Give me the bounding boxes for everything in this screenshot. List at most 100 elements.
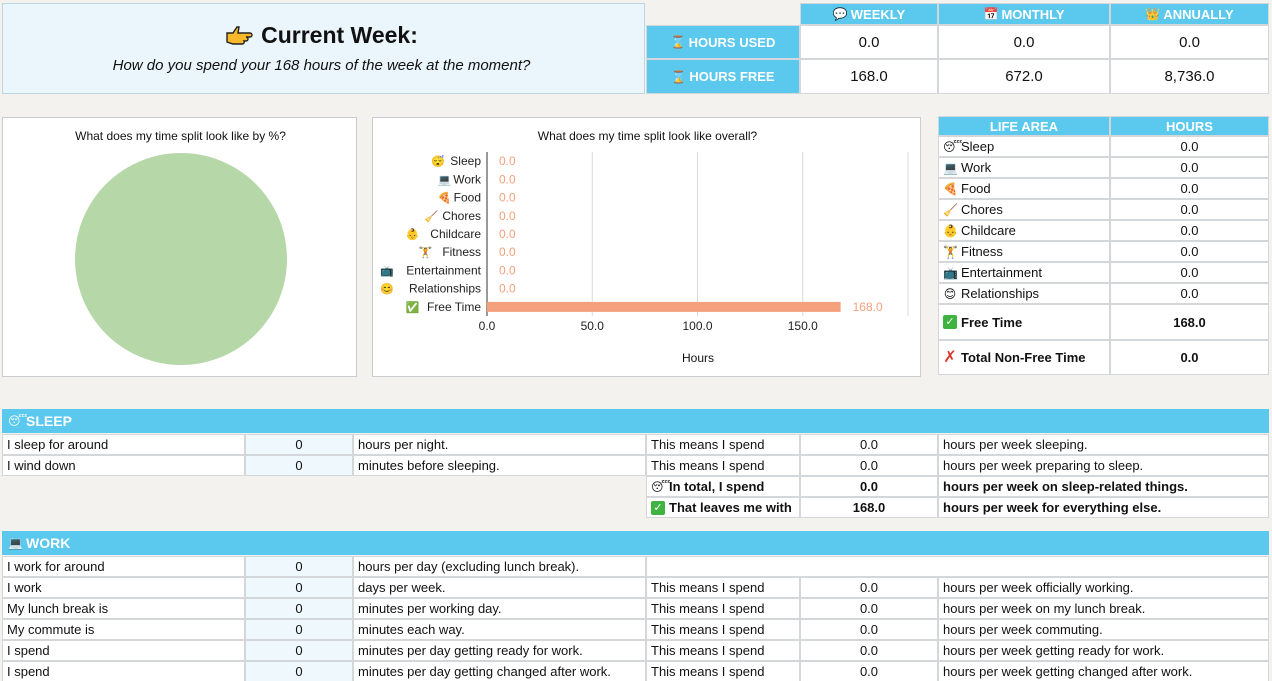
- life-area-row-work: 💻 Work: [938, 157, 1110, 178]
- bar-chart: 0.0 50.0 100.0 150.0 Sleep 😴 0.0 Work💻 0.0 Food🍕 0…: [380, 152, 909, 333]
- row-unit: minutes each way.: [353, 619, 646, 640]
- life-area-row-food: 🍕 Food: [938, 178, 1110, 199]
- row-value: 0.0: [800, 577, 938, 598]
- calendar-icon: 📅: [983, 7, 999, 21]
- table-row: I spend 0 minutes per day getting ready fo…: [0, 640, 1272, 661]
- baby-icon: 👶: [943, 223, 958, 238]
- page-title: Current Week:: [0, 22, 643, 51]
- row-unit: hours per night.: [353, 434, 646, 455]
- row-input[interactable]: 0: [245, 434, 353, 455]
- row-means: This means I spend: [646, 434, 800, 455]
- category-icon: 😴: [431, 155, 445, 168]
- sleep-leaves-row: ✓ That leaves me with 168.0 hours per wee…: [0, 497, 1272, 518]
- row-result: hours per week commuting.: [938, 619, 1269, 640]
- category-icon: 🏋: [418, 246, 432, 259]
- header-panel: [2, 3, 645, 94]
- check-box-icon: ✓: [651, 500, 665, 515]
- table-row: I work 0 days per week. This means I spend 0…: [0, 577, 1272, 598]
- sleep-section-header: 😴 SLEEP: [2, 409, 1269, 433]
- row-hours-free-label: ⌛ HOURS FREE: [646, 59, 800, 94]
- sleep-total-value: 0.0: [800, 476, 938, 497]
- laptop-icon: 💻: [943, 160, 958, 175]
- category-icon: 🧹: [425, 210, 439, 223]
- y-tick-label: Fitness: [442, 245, 481, 259]
- row-result: hours per week sleeping.: [938, 434, 1269, 455]
- life-area-row-sleep: 😴 Sleep: [938, 136, 1110, 157]
- work-section-header: 💻 WORK: [2, 531, 1269, 555]
- row-input[interactable]: 0: [245, 640, 353, 661]
- sleep-total-result: hours per week on sleep-related things.: [938, 476, 1269, 497]
- crown-icon: 👑: [1145, 7, 1161, 21]
- bar-chart-panel: What does my time split look like overal…: [372, 117, 921, 377]
- data-label: 0.0: [499, 209, 516, 223]
- row-value: 0.0: [800, 434, 938, 455]
- table-row: My lunch break is 0 minutes per working da…: [0, 598, 1272, 619]
- x-tick-label: 150.0: [788, 319, 818, 333]
- bar-chart-title: What does my time split look like overal…: [537, 129, 758, 143]
- laptop-icon: 💻: [8, 536, 23, 550]
- data-label: 0.0: [499, 282, 516, 296]
- sleep-leaves-value: 168.0: [800, 497, 938, 518]
- row-result: hours per week getting changed after wor…: [938, 661, 1269, 681]
- data-label: 0.0: [499, 191, 516, 205]
- sleep-leaves-result: hours per week for everything else.: [938, 497, 1269, 518]
- category-icon: 🍕: [438, 192, 452, 205]
- row-means: This means I spend: [646, 577, 800, 598]
- non-free-value: 0.0: [1110, 340, 1269, 375]
- data-label: 0.0: [499, 154, 516, 168]
- row-input[interactable]: 0: [245, 577, 353, 598]
- row-input[interactable]: 0: [245, 661, 353, 681]
- table-row: I sleep for around 0 hours per night. This …: [0, 434, 1272, 455]
- life-area-hours: 0.0: [1110, 178, 1269, 199]
- work-row-empty: [646, 556, 1269, 577]
- row-input[interactable]: 0: [245, 598, 353, 619]
- sleep-total-label: 😴 In total, I spend: [646, 476, 800, 497]
- life-area-row-fitness: 🏋 Fitness: [938, 241, 1110, 262]
- y-tick-label: Chores: [442, 209, 481, 223]
- row-input[interactable]: 0: [245, 619, 353, 640]
- work-row-label: I work for around: [2, 556, 245, 577]
- row-unit: days per week.: [353, 577, 646, 598]
- pizza-icon: 🍕: [943, 181, 958, 196]
- x-axis-label: Hours: [681, 351, 714, 365]
- life-area-row-childcare: 👶 Childcare: [938, 220, 1110, 241]
- pie-chart: [75, 153, 287, 365]
- row-label: I sleep for around: [2, 434, 245, 455]
- life-area-hours: 0.0: [1110, 220, 1269, 241]
- y-tick-label: Food: [454, 191, 481, 205]
- check-box-icon: ✓: [943, 315, 957, 329]
- y-tick-label: Free Time: [427, 300, 481, 314]
- pie-chart-panel: What does my time split look like by %?: [2, 117, 357, 377]
- col-annually: 👑 ANNUALLY: [1110, 3, 1269, 25]
- x-tick-label: 50.0: [581, 319, 605, 333]
- row-value: 0.0: [800, 598, 938, 619]
- data-label: 168.0: [853, 300, 883, 314]
- life-area-hours: 0.0: [1110, 241, 1269, 262]
- row-input[interactable]: 0: [245, 455, 353, 476]
- row-label: My commute is: [2, 619, 245, 640]
- row-value: 0.0: [800, 455, 938, 476]
- row-label: I spend: [2, 640, 245, 661]
- weightlifter-icon: 🏋: [943, 244, 958, 259]
- row-means: This means I spend: [646, 619, 800, 640]
- table-row: My commute is 0 minutes each way. This mean…: [0, 619, 1272, 640]
- hourglass-icon: ⌛: [671, 69, 687, 84]
- life-area-hours: 0.0: [1110, 157, 1269, 178]
- life-area-hours: 0.0: [1110, 136, 1269, 157]
- life-area-hours: 0.0: [1110, 199, 1269, 220]
- sleeping-face-icon: 😴: [651, 479, 671, 494]
- data-label: 0.0: [499, 263, 516, 277]
- row-result: hours per week officially working.: [938, 577, 1269, 598]
- pie-slice-free-time: [75, 153, 287, 365]
- row-label: I wind down: [2, 455, 245, 476]
- row-label: I spend: [2, 661, 245, 681]
- row-value: 0.0: [800, 640, 938, 661]
- y-tick-label: Entertainment: [406, 263, 481, 277]
- y-tick-label: Childcare: [430, 227, 481, 241]
- sleeping-face-icon: 😴: [8, 414, 28, 428]
- table-row: I wind down 0 minutes before sleeping. This…: [0, 455, 1272, 476]
- work-first-row: I work for around 0 hours per day (exclu…: [0, 556, 1272, 577]
- work-hours-input[interactable]: 0: [245, 556, 353, 577]
- life-area-row-relationships: 😊 Relationships: [938, 283, 1110, 304]
- speech-bubble-icon: 💬: [832, 7, 848, 21]
